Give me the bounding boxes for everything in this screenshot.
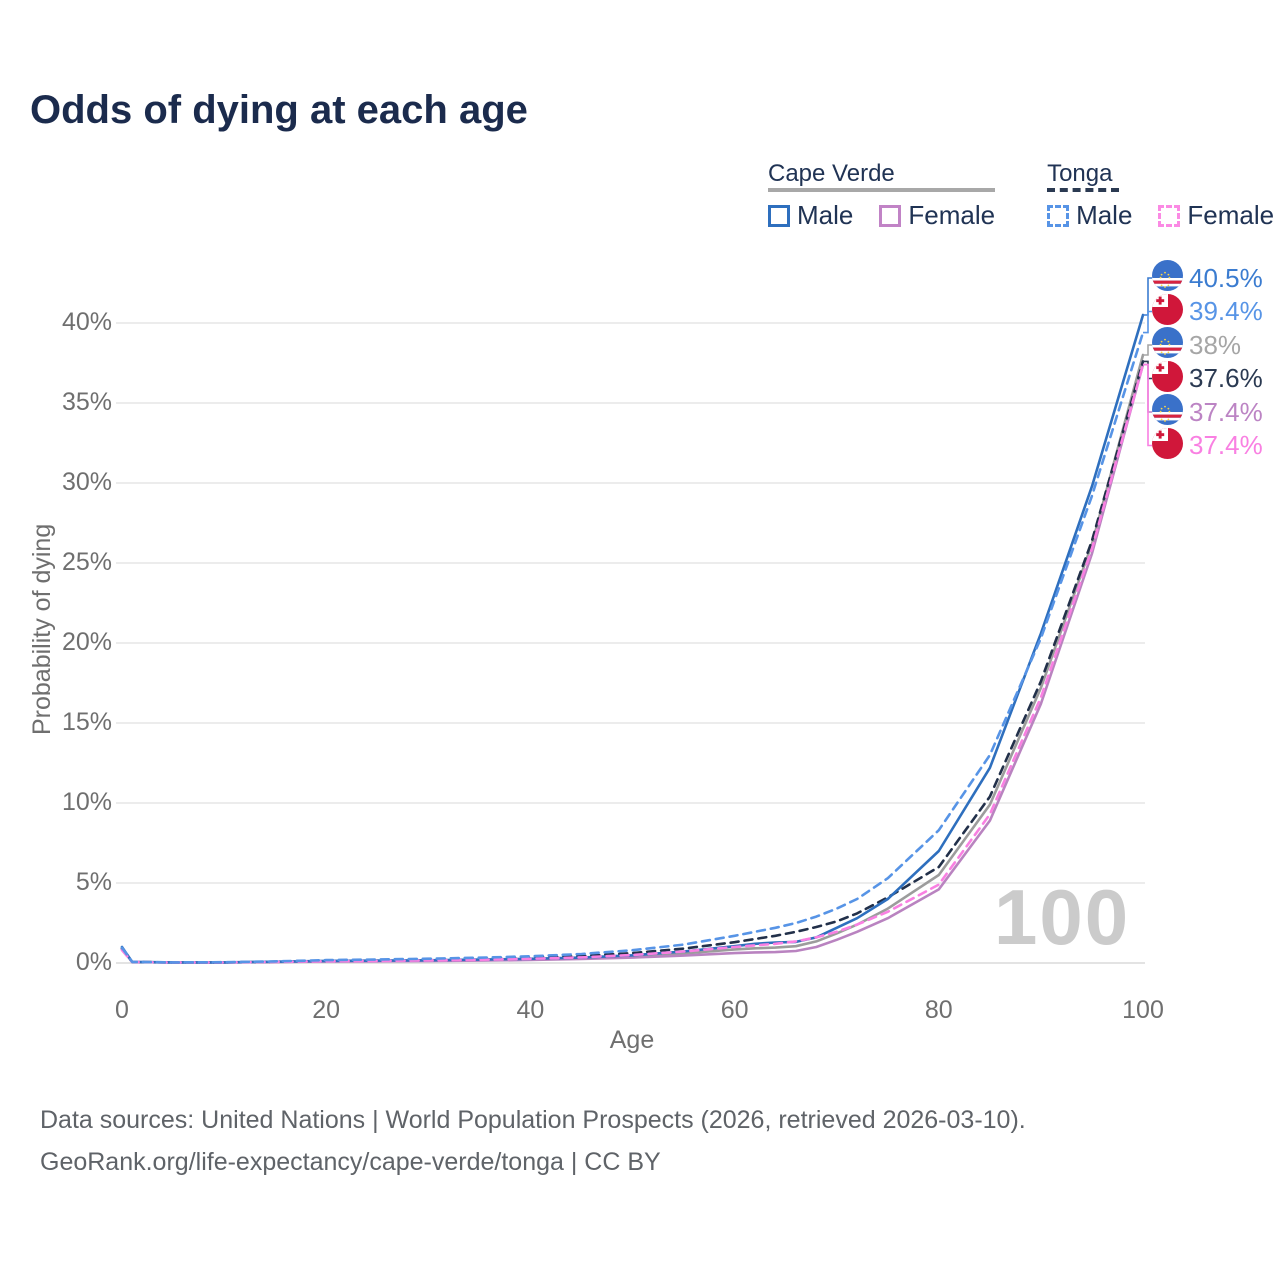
line-tonga-combined[interactable] <box>120 360 1145 964</box>
x-tick-40: 40 <box>516 996 545 1024</box>
end-label-value: 40.5% <box>1189 262 1263 293</box>
end-label-cape-verde-37.4%: 37.4% <box>1152 394 1263 430</box>
y-tick-30%: 30% <box>61 468 112 496</box>
cape-verde-flag-icon <box>1152 260 1183 296</box>
tonga-flag-icon <box>1152 360 1183 397</box>
legend-item-cape-verde-male[interactable]: Male <box>768 200 853 231</box>
footer-attribution[interactable]: GeoRank.org/life-expectancy/cape-verde/t… <box>40 1148 661 1176</box>
tonga-flag-icon <box>1152 293 1183 330</box>
x-tick-60: 60 <box>720 996 749 1024</box>
y-tick-40%: 40% <box>61 308 112 336</box>
y-tick-15%: 15% <box>61 708 112 736</box>
data-lines <box>120 313 1145 964</box>
end-label-value: 37.4% <box>1189 396 1263 427</box>
legend-country-tonga: Tonga <box>1047 160 1113 187</box>
end-label-cape-verde-38%: 38% <box>1152 327 1242 363</box>
cape-verde-flag-icon <box>1152 327 1183 363</box>
tonga-line-style-sample <box>1047 188 1120 192</box>
y-tick-5%: 5% <box>75 868 112 896</box>
tonga-male-checkbox[interactable] <box>1047 204 1070 227</box>
legend-item-tonga-male[interactable]: Male <box>1047 200 1132 231</box>
line-tonga-female[interactable] <box>120 363 1145 964</box>
line-cape-verde-male[interactable] <box>120 313 1145 964</box>
line-cape-verde-female[interactable] <box>120 363 1145 964</box>
legend-label-cape-verde-male: Male <box>797 200 854 230</box>
y-tick-35%: 35% <box>61 388 112 416</box>
tonga-female-checkbox[interactable] <box>1158 204 1181 227</box>
y-tick-20%: 20% <box>61 628 112 656</box>
y-tick-0%: 0% <box>75 948 112 976</box>
end-label-value: 38% <box>1189 329 1242 360</box>
legend-item-tonga-female[interactable]: Female <box>1158 200 1274 231</box>
gridlines <box>116 322 1145 964</box>
legend-group-cape-verde: Cape Verde Male Female <box>768 160 996 231</box>
legend-label-tonga-female: Female <box>1187 200 1275 230</box>
x-tick-100: 100 <box>1122 996 1164 1024</box>
legend-item-cape-verde-female[interactable]: Female <box>879 200 995 231</box>
end-label-tonga-39.4%: 39.4% <box>1152 293 1263 330</box>
footer-data-sources: Data sources: United Nations | World Pop… <box>40 1106 1026 1134</box>
legend-country-cape-verde: Cape Verde <box>768 160 895 187</box>
end-label-tonga-37.4%: 37.4% <box>1152 427 1263 464</box>
line-tonga-male[interactable] <box>120 331 1145 964</box>
x-tick-80: 80 <box>924 996 953 1024</box>
y-tick-10%: 10% <box>61 788 112 816</box>
y-axis-title: Probability of dying <box>28 523 56 735</box>
cape-verde-male-checkbox[interactable] <box>768 204 790 227</box>
end-label-value: 39.4% <box>1189 296 1263 326</box>
line-cape-verde-combined[interactable] <box>120 353 1145 964</box>
cape-verde-female-checkbox[interactable] <box>879 204 902 227</box>
y-tick-25%: 25% <box>61 548 112 576</box>
x-tick-20: 20 <box>312 996 341 1024</box>
tonga-flag-icon <box>1152 427 1183 464</box>
cape-verde-flag-icon <box>1152 394 1183 430</box>
end-label-tonga-37.6%: 37.6% <box>1152 360 1263 397</box>
legend-label-tonga-male: Male <box>1076 200 1133 230</box>
legend-label-cape-verde-female: Female <box>908 200 996 230</box>
label-connectors <box>1143 277 1152 447</box>
age-watermark: 100 <box>994 873 1131 961</box>
end-label-value: 37.4% <box>1189 430 1263 460</box>
page-title: Odds of dying at each age <box>30 88 528 132</box>
end-label-value: 37.6% <box>1189 363 1263 393</box>
end-label-cape-verde-40.5%: 40.5% <box>1152 260 1263 296</box>
legend-group-tonga: Tonga Male Female <box>1047 160 1274 231</box>
x-axis-title: Age <box>609 1026 655 1054</box>
legend: Cape Verde Male Female Tonga <box>768 160 1274 231</box>
cape-verde-line-style-sample <box>768 188 996 192</box>
x-tick-0: 0 <box>115 996 129 1024</box>
